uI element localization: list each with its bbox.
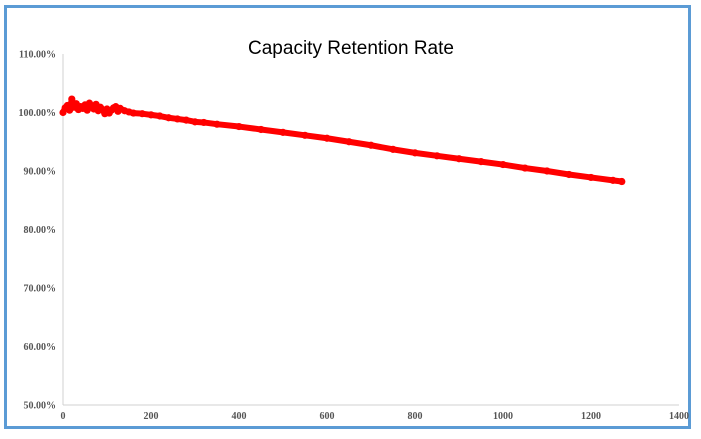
x-tick-label: 1200 xyxy=(581,411,601,422)
data-point xyxy=(200,118,208,127)
data-points xyxy=(59,95,626,186)
data-point xyxy=(345,138,353,146)
data-point xyxy=(587,173,595,182)
data-point xyxy=(367,141,375,149)
data-point xyxy=(147,111,155,119)
x-tick-label: 400 xyxy=(232,411,247,422)
data-point xyxy=(235,122,243,131)
x-tick-label: 1000 xyxy=(493,411,513,422)
data-point xyxy=(257,125,265,134)
x-tick-label: 200 xyxy=(144,411,159,422)
x-tick-label: 1400 xyxy=(669,411,689,422)
x-tick-label: 800 xyxy=(408,411,423,422)
data-point xyxy=(543,167,551,175)
y-tick-label: 60.00% xyxy=(24,342,57,353)
x-tick-label: 600 xyxy=(320,411,335,422)
data-point xyxy=(129,109,137,117)
data-point xyxy=(521,164,529,172)
data-point xyxy=(609,176,617,184)
data-point xyxy=(301,131,309,139)
data-point xyxy=(156,112,164,120)
data-point xyxy=(433,152,441,160)
data-point xyxy=(182,116,190,124)
y-tick-label: 80.00% xyxy=(24,225,57,236)
data-point xyxy=(618,177,626,186)
chart-title: Capacity Retention Rate xyxy=(248,38,454,59)
y-tick-labels: 50.00% 60.00% 70.00% 80.00% 90.00% 100.00% 110… xyxy=(19,50,57,412)
series-band xyxy=(60,96,625,185)
y-tick-label: 50.00% xyxy=(24,401,57,412)
y-tick-label: 90.00% xyxy=(24,167,57,178)
data-point xyxy=(173,115,181,123)
y-tick-label: 100.00% xyxy=(19,108,57,119)
x-tick-labels: 0 200 400 600 800 1000 1200 1400 xyxy=(61,411,690,422)
data-point xyxy=(411,149,419,157)
x-tick-label: 0 xyxy=(61,411,66,422)
y-tick-label: 70.00% xyxy=(24,284,57,295)
data-point xyxy=(279,128,287,136)
data-point xyxy=(389,145,397,153)
chart-frame xyxy=(4,5,691,429)
y-tick-label: 110.00% xyxy=(19,50,56,61)
data-point xyxy=(138,110,146,118)
data-point xyxy=(213,120,221,128)
data-point xyxy=(323,134,331,142)
data-point xyxy=(565,170,573,179)
data-point xyxy=(477,158,485,166)
data-point xyxy=(165,114,173,122)
data-point xyxy=(191,118,199,126)
data-point xyxy=(499,160,507,169)
data-point xyxy=(455,155,463,163)
data-point xyxy=(68,95,76,103)
